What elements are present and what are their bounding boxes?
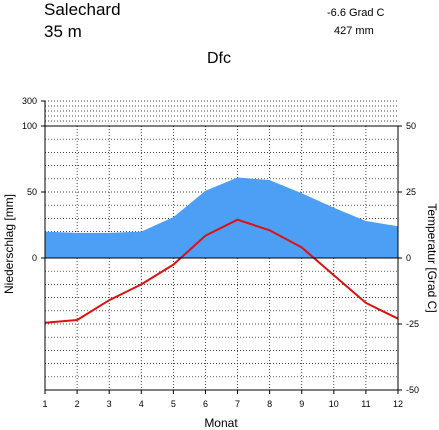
x-tick-label: 8 (267, 399, 272, 409)
station-name: Salechard (44, 0, 121, 19)
x-tick-label: 12 (393, 399, 403, 409)
series-layer (44, 177, 399, 324)
x-tick-label: 6 (203, 399, 208, 409)
x-tick-label: 9 (299, 399, 304, 409)
y-right-tick-label: -50 (406, 385, 419, 395)
x-tick-label: 11 (361, 399, 370, 409)
x-tick-label: 7 (235, 399, 240, 409)
y-left-tick-label: 100 (22, 121, 37, 131)
x-tick-label: 4 (139, 399, 144, 409)
y-left-tick-label: 300 (22, 96, 37, 106)
y-right-tick-label: 25 (406, 187, 416, 197)
y-right-tick-label: -25 (406, 319, 419, 329)
x-tick-label: 5 (171, 399, 176, 409)
mean-temperature: -6.6 Grad C (327, 7, 385, 19)
y-axis-title-left: Niederschlag [mm] (2, 194, 16, 294)
x-tick-label: 10 (329, 399, 339, 409)
x-axis-title: Monat (204, 416, 238, 430)
y-right-tick-label: 50 (406, 121, 416, 131)
x-tick-label: 1 (42, 399, 47, 409)
station-elevation: 35 m (44, 22, 82, 41)
temperature-line (44, 218, 399, 324)
y-axis-title-right: Temperatur [Grad C] (425, 203, 439, 312)
x-tick-label: 3 (107, 399, 112, 409)
precipitation-area (45, 177, 398, 258)
x-tick-label: 2 (75, 399, 80, 409)
climate-classification: Dfc (207, 50, 231, 67)
annual-precipitation: 427 mm (334, 25, 374, 37)
y-left-tick-label: 50 (27, 187, 37, 197)
y-right-tick-label: 0 (406, 253, 411, 263)
y-left-tick-label: 0 (32, 253, 37, 263)
